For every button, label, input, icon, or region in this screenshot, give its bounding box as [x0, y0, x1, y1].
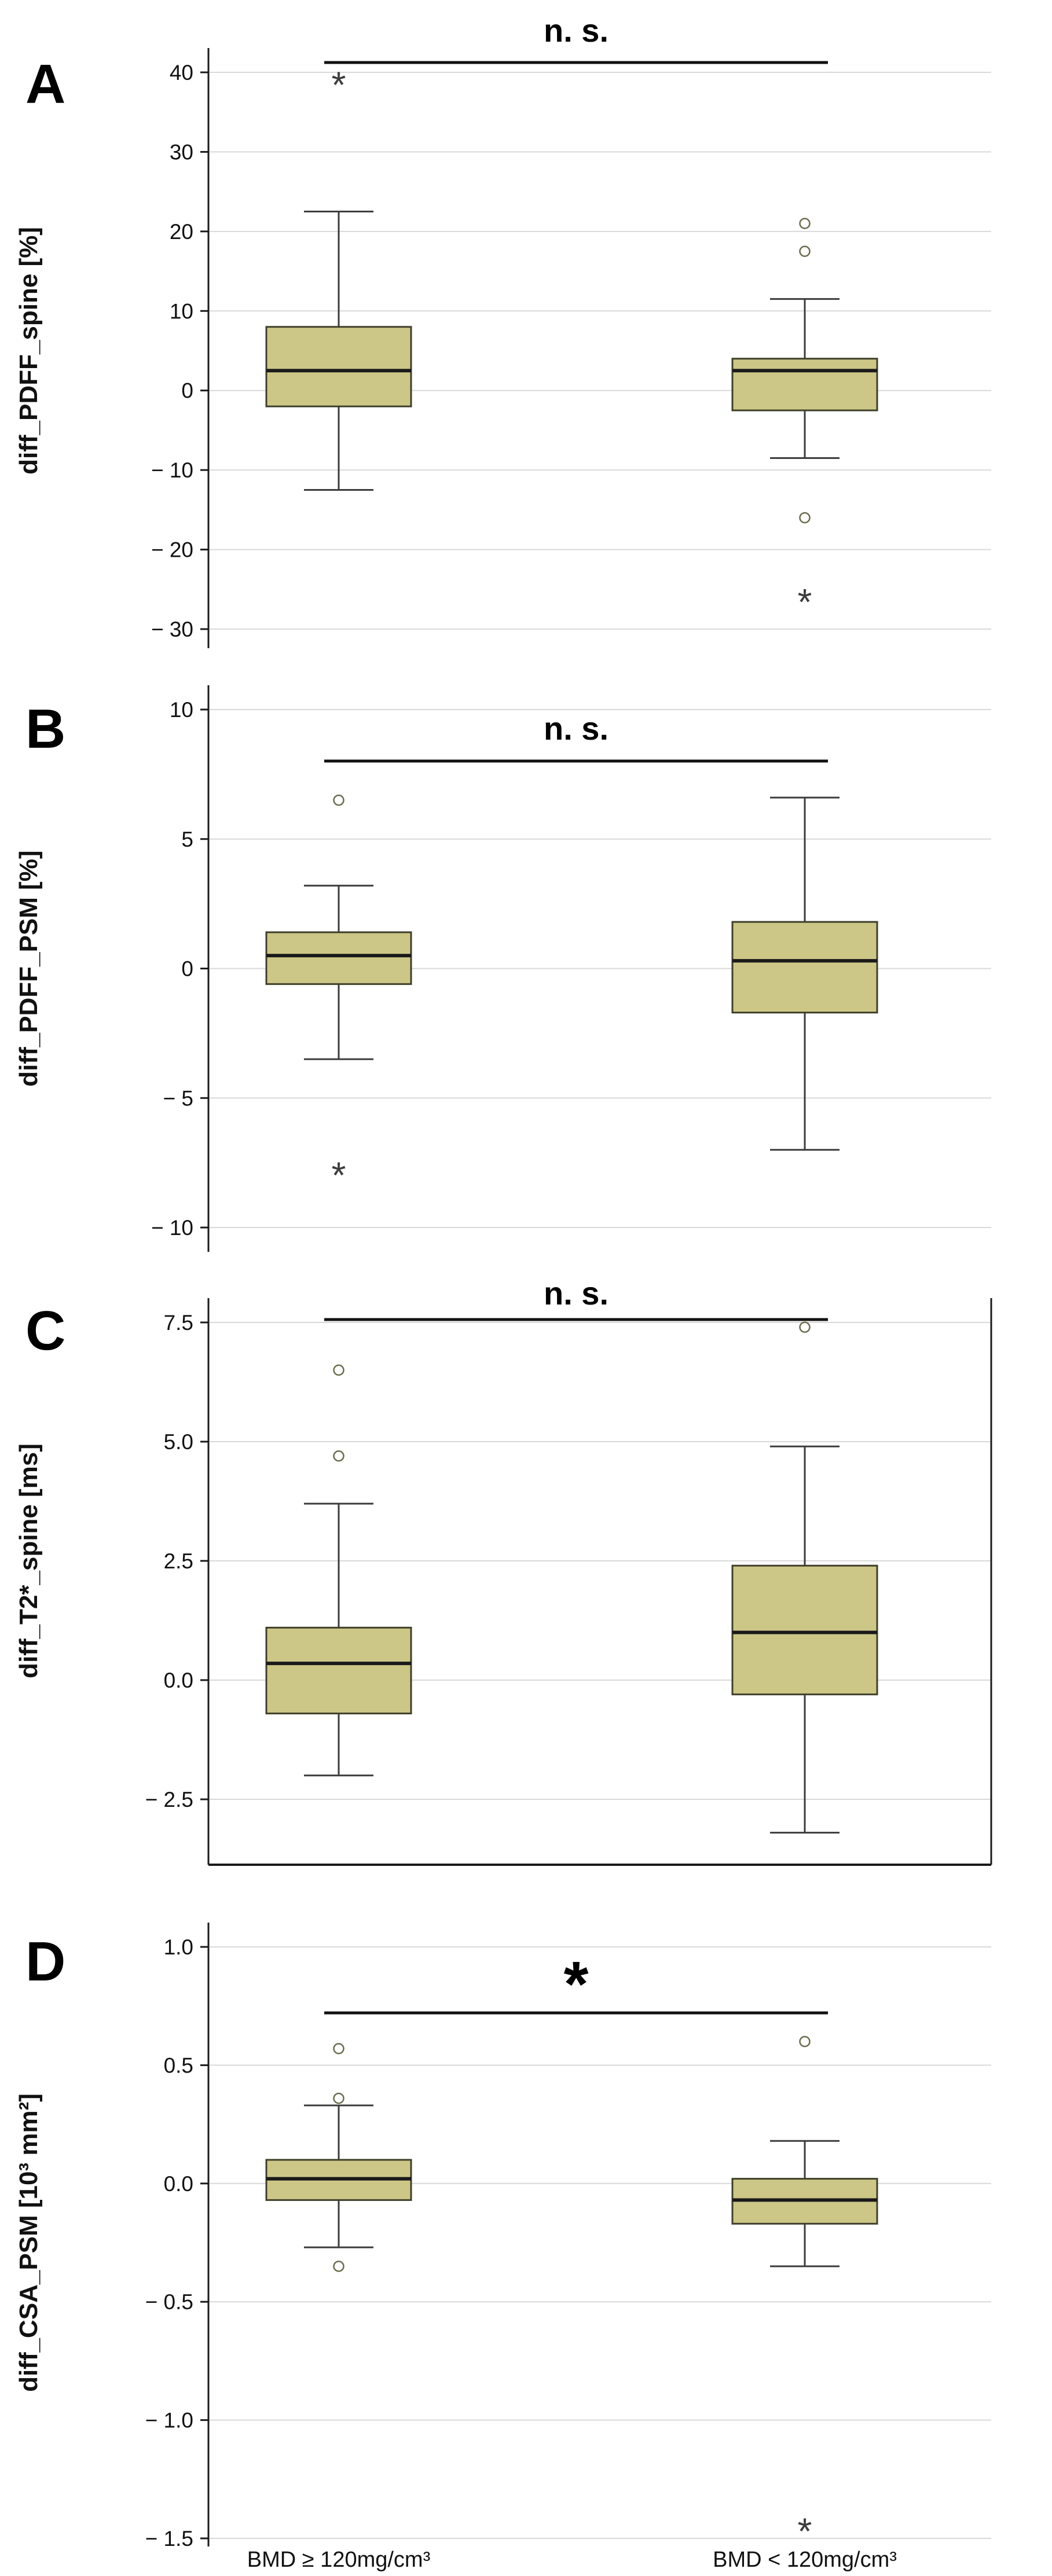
outlier-star: * — [332, 64, 346, 106]
x-axis-labels: BMD ≥ 120mg/cm³ BMD < 120mg/cm³ — [0, 2546, 1052, 2576]
outlier-circle — [333, 1364, 344, 1376]
panel-b-chart: 10 5 0 − 5 − 10 diff_PDFF_PSM [%] B n. s. * — [14, 685, 991, 1252]
y-tick-label: 0 — [181, 379, 193, 403]
iqr-box — [265, 326, 412, 407]
y-tick-label: 5.0 — [164, 1430, 193, 1454]
y-tick-label: 2.5 — [164, 1549, 193, 1573]
boxplot-group-1: * — [265, 64, 412, 491]
boxplot-group-2 — [731, 796, 878, 1151]
outlier-circle — [333, 2092, 344, 2104]
y-tick-label: − 30 — [151, 618, 193, 641]
y-tick-label: 40 — [170, 61, 193, 84]
y-tick-label: 0.0 — [164, 1669, 193, 1692]
outlier-circle — [799, 512, 811, 524]
outlier-circle — [333, 794, 344, 806]
y-tick-label: 30 — [170, 140, 193, 164]
y-tick-label: 7.5 — [164, 1311, 193, 1335]
panel-letter: C — [25, 1300, 65, 1362]
outlier-star: * — [332, 1155, 346, 1196]
y-tick-label: − 1.0 — [145, 2409, 193, 2432]
significance-label: n. s. — [544, 1275, 609, 1311]
y-tick-label: − 0.5 — [145, 2290, 193, 2314]
y-tick-label: 10 — [170, 698, 193, 722]
outlier-circle — [799, 2035, 811, 2048]
panel-letter: B — [25, 698, 65, 760]
panel-letter: A — [25, 53, 65, 115]
x-label-group1: BMD ≥ 120mg/cm³ — [247, 2548, 431, 2572]
panel-letter: D — [25, 1931, 65, 1993]
boxplot-group-2: * — [731, 218, 878, 623]
panel-d: 1.0 0.5 0.0 − 0.5 − 1.0 − 1.5 diff_CSA_PSM [10… — [0, 1893, 1052, 2563]
iqr-box — [265, 931, 412, 985]
y-tick-label: − 10 — [151, 458, 193, 482]
y-tick-label: 0 — [181, 957, 193, 981]
y-tick-label: 0.0 — [164, 2172, 193, 2196]
y-axis-title: diff_PDFF_PSM [%] — [14, 850, 43, 1086]
boxplot-group-2: * — [731, 2035, 878, 2552]
outlier-circle — [333, 2043, 344, 2055]
y-tick-label: − 2.5 — [145, 1788, 193, 1811]
y-tick-label: − 20 — [151, 538, 193, 562]
significance-label: n. s. — [544, 12, 609, 49]
y-tick-label: 1.0 — [164, 1935, 193, 1959]
y-tick-label: − 1.5 — [145, 2527, 193, 2546]
boxplot-group-2 — [731, 1321, 878, 1834]
y-tick-label: − 10 — [151, 1216, 193, 1240]
y-tick-label: 5 — [181, 828, 193, 851]
boxplot-group-1: * — [265, 794, 412, 1196]
outlier-star: * — [798, 581, 812, 623]
outlier-circle — [333, 1450, 344, 1462]
iqr-box — [731, 358, 878, 411]
y-axis-title: diff_CSA_PSM [10³ mm²] — [14, 2093, 43, 2392]
y-axis-title: diff_T2*_spine [ms] — [14, 1443, 43, 1678]
boxplot-group-1 — [265, 2043, 412, 2272]
significance-label: n. s. — [544, 710, 609, 747]
panel-a: 40 30 20 10 0 − 10 − 20 − 30 diff_PDFF_spine [%]… — [0, 0, 1052, 653]
y-tick-label: 10 — [170, 299, 193, 323]
boxplot-group-1 — [265, 1364, 412, 1777]
y-tick-label: 20 — [170, 220, 193, 244]
iqr-box — [265, 1626, 412, 1715]
y-axis-title: diff_PDFF_spine [%] — [14, 227, 43, 475]
significance-label: * — [564, 1949, 589, 2020]
y-tick-label: 0.5 — [164, 2053, 193, 2077]
y-tick-label: − 5 — [163, 1086, 193, 1110]
outlier-circle — [333, 2261, 344, 2272]
panel-a-chart: 40 30 20 10 0 − 10 − 20 − 30 diff_PDFF_spine [%]… — [14, 12, 991, 653]
outlier-circle — [799, 1321, 811, 1333]
iqr-box — [731, 921, 878, 1014]
outlier-star: * — [798, 2511, 812, 2546]
iqr-box — [731, 1564, 878, 1696]
x-label-group2: BMD < 120mg/cm³ — [713, 2548, 897, 2572]
outlier-circle — [799, 218, 811, 229]
outlier-circle — [799, 245, 811, 257]
panel-d-chart: 1.0 0.5 0.0 − 0.5 − 1.0 − 1.5 diff_CSA_PSM [10… — [14, 1923, 991, 2563]
panel-c-chart: 7.5 5.0 2.5 0.0 − 2.5 diff_T2*_spine [ms] Cn. … — [14, 1275, 992, 1866]
